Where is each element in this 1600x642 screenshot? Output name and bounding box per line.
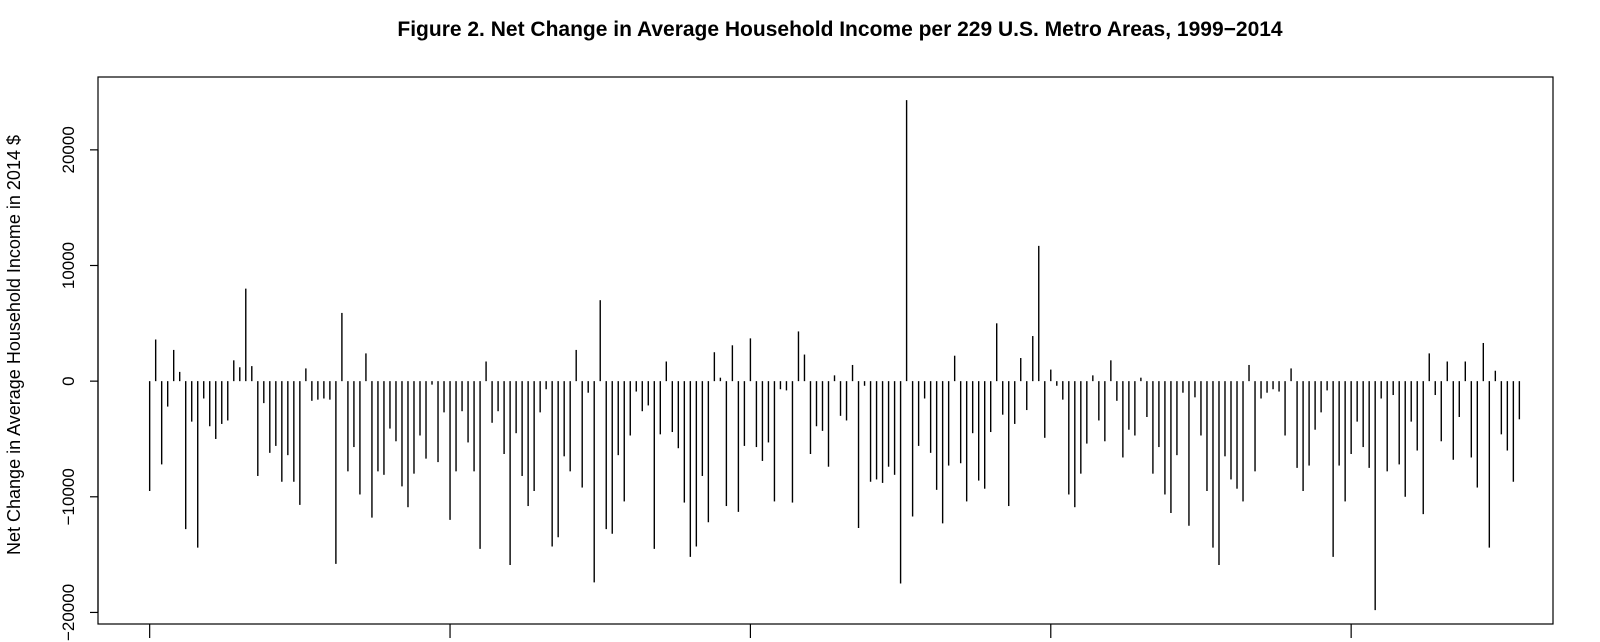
y-axis: −20000 −10000 0 10000 20000 xyxy=(59,126,99,641)
y-tick-label-0: 0 xyxy=(59,376,78,385)
x-axis xyxy=(149,624,1352,638)
bar-series xyxy=(148,100,1521,611)
chart-title: Figure 2. Net Change in Average Househol… xyxy=(397,18,1283,41)
y-tick-label--20000: −20000 xyxy=(59,584,78,641)
plot-frame xyxy=(97,76,1554,625)
y-tick-label-20000: 20000 xyxy=(59,126,78,173)
y-axis-label: Net Change in Average Household Income i… xyxy=(4,135,24,555)
y-tick-label--10000: −10000 xyxy=(59,468,78,525)
y-tick-label-10000: 10000 xyxy=(59,242,78,289)
